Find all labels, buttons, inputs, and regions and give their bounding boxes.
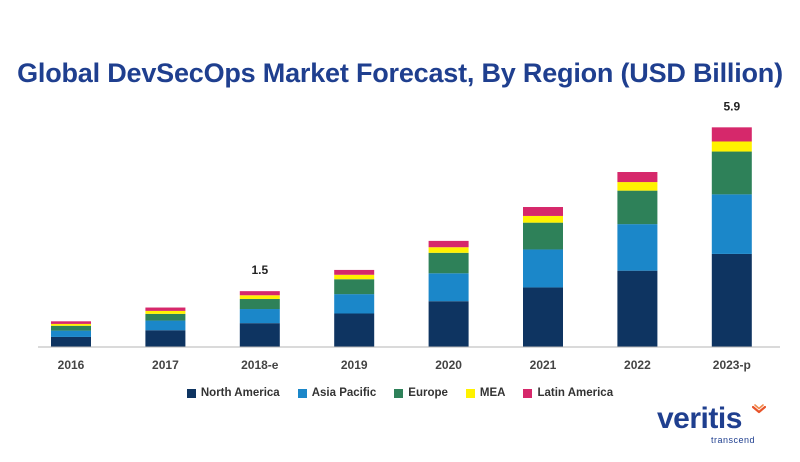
legend-swatch — [297, 388, 307, 398]
legend-swatch — [186, 388, 196, 398]
bar-segment-north-america-2023-p — [711, 253, 752, 347]
logo-wordmark: veritis — [657, 402, 742, 435]
bar-segment-mea-2021 — [523, 215, 563, 223]
legend-item: North America — [186, 387, 280, 399]
bar-segment-europe-2022 — [617, 190, 658, 225]
bar-segment-europe-2023-p — [711, 151, 752, 195]
bar-segment-asia-pacific-2020 — [428, 273, 469, 302]
legend-label: North America — [200, 387, 280, 399]
logo-tagline: transcend — [711, 435, 756, 445]
bar-segment-north-america-2018-e — [239, 323, 280, 347]
bar-segment-north-america-2021 — [523, 287, 563, 347]
bar-segment-asia-pacific-2022 — [617, 224, 658, 271]
bar-segment-europe-2020 — [428, 252, 469, 274]
legend-item: Europe — [394, 387, 448, 399]
bar-segment-latin-america-2016 — [51, 321, 91, 324]
veritis-logo: veritis transcend — [657, 402, 787, 450]
bar-segment-latin-america-2022 — [617, 172, 658, 183]
bar-segment-latin-america-2021 — [523, 207, 563, 216]
legend-label: Latin America — [537, 387, 614, 399]
bar-segment-europe-2018-e — [239, 298, 280, 310]
legend: North America Asia Pacific Europe MEA Latin … — [0, 387, 800, 399]
bars-layer — [51, 127, 752, 347]
bar-segment-north-america-2020 — [428, 301, 469, 347]
x-tick-label: 2018-e — [241, 358, 279, 372]
data-label: 1.5 — [251, 263, 268, 277]
bar-segment-mea-2019 — [334, 274, 375, 280]
bar-segment-asia-pacific-2018-e — [239, 309, 280, 324]
bar-segment-mea-2020 — [428, 247, 469, 253]
legend-label: MEA — [479, 387, 506, 399]
bar-segment-asia-pacific-2019 — [334, 294, 375, 314]
bar-segment-mea-2022 — [617, 182, 658, 191]
x-tick-label: 2016 — [58, 358, 85, 372]
bar-segment-mea-2023-p — [711, 141, 752, 152]
x-tick-label: 2019 — [341, 358, 368, 372]
x-tick-label: 2021 — [530, 358, 557, 372]
bar-segment-mea-2017 — [145, 310, 186, 314]
x-tick-label: 2023-p — [713, 358, 751, 372]
bar-segment-asia-pacific-2021 — [523, 249, 563, 288]
bar-segment-europe-2021 — [523, 222, 563, 250]
legend-item: Asia Pacific — [297, 387, 377, 399]
x-tick-labels: 2016 2017 2018-e 2019 2020 2021 2022 2023-p — [58, 358, 751, 372]
legend-label: Europe — [408, 387, 448, 399]
bar-segment-asia-pacific-2017 — [145, 320, 186, 331]
bar-segment-latin-america-2019 — [334, 269, 375, 275]
chart-title: Global DevSecOps Market Forecast, By Reg… — [17, 58, 783, 88]
bar-segment-north-america-2016 — [51, 336, 91, 347]
x-tick-label: 2022 — [624, 358, 651, 372]
bar-segment-mea-2018-e — [239, 295, 280, 299]
legend-swatch — [523, 388, 533, 398]
bar-segment-latin-america-2018-e — [239, 291, 280, 296]
bar-segment-latin-america-2017 — [145, 307, 186, 311]
legend-swatch — [465, 388, 475, 398]
legend-item: Latin America — [523, 387, 613, 399]
data-label: 5.9 — [723, 99, 740, 113]
x-tick-label: 2017 — [152, 358, 179, 372]
bar-segment-north-america-2022 — [617, 270, 658, 347]
x-tick-label: 2020 — [435, 358, 462, 372]
bar-segment-mea-2016 — [51, 323, 91, 326]
bar-segment-europe-2019 — [334, 279, 375, 295]
bar-segment-asia-pacific-2023-p — [711, 194, 752, 254]
legend-item: MEA — [465, 387, 506, 399]
logo-chevron-icon — [752, 404, 766, 414]
legend-swatch — [394, 388, 404, 398]
bar-segment-north-america-2017 — [145, 330, 186, 347]
legend-label: Asia Pacific — [311, 387, 377, 399]
bar-segment-europe-2017 — [145, 313, 186, 321]
bar-segment-latin-america-2020 — [428, 240, 469, 248]
bar-segment-latin-america-2023-p — [711, 127, 752, 142]
bar-segment-europe-2016 — [51, 325, 91, 331]
bar-segment-north-america-2019 — [334, 313, 375, 347]
data-annotations: 1.5 5.9 — [251, 99, 740, 277]
bar-segment-asia-pacific-2016 — [51, 330, 91, 337]
